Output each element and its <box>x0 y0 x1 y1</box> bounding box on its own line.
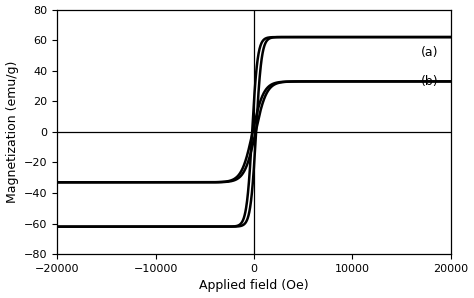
X-axis label: Applied field (Oe): Applied field (Oe) <box>199 280 309 292</box>
Y-axis label: Magnetization (emu/g): Magnetization (emu/g) <box>6 61 18 203</box>
Text: (a): (a) <box>421 46 439 59</box>
Text: (b): (b) <box>421 75 439 88</box>
